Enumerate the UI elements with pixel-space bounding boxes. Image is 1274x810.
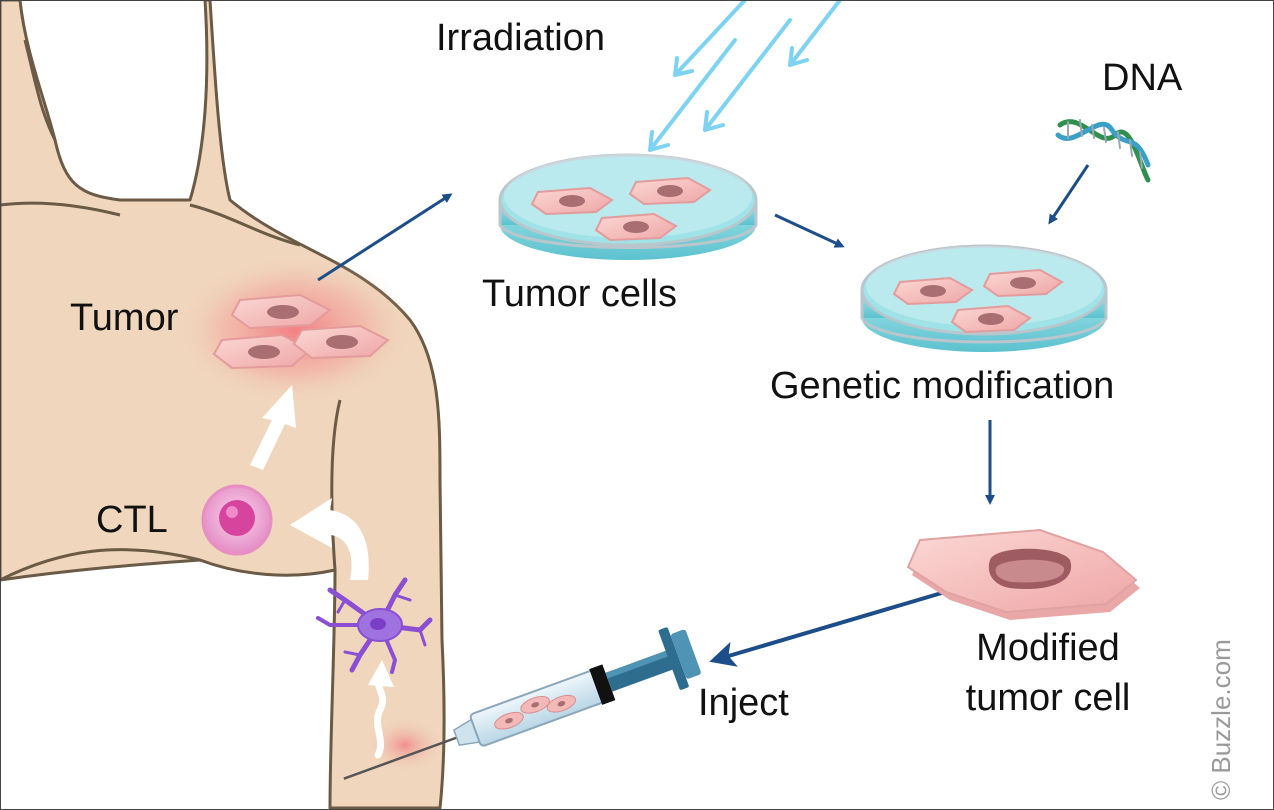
tumor-cell xyxy=(292,324,390,360)
arrow-modified-cell-to-syringe xyxy=(709,590,946,667)
curved-white-arrow xyxy=(290,498,369,580)
chest-line xyxy=(0,548,201,582)
label-tumor: Tumor xyxy=(70,297,179,339)
syringe-plunger-rod xyxy=(605,648,679,692)
collarbone-right xyxy=(189,203,301,247)
modified-tumor-cell xyxy=(906,528,1140,620)
petri-dish-tumor-cells xyxy=(498,153,758,260)
syringe xyxy=(343,627,701,780)
arrow-tumor-to-dish xyxy=(317,193,453,282)
ctl-cell xyxy=(201,484,273,556)
label-modified-tumor-cell: Modified tumor cell xyxy=(918,627,1178,720)
wavy-arrow-head xyxy=(368,660,394,687)
arrow-dish-to-dish xyxy=(774,213,845,248)
label-ctl: CTL xyxy=(96,499,168,541)
flow-arrows xyxy=(317,164,1090,667)
petri-dish-genetic-modification xyxy=(860,244,1108,352)
tumor-cell xyxy=(892,276,974,306)
arrow-dna-to-dish xyxy=(1048,164,1090,225)
tumor-glow xyxy=(175,255,415,405)
label-tumor-cells: Tumor cells xyxy=(482,273,677,315)
label-modified-line2: tumor cell xyxy=(965,676,1131,719)
dendritic-cell xyxy=(316,577,433,674)
white-arrow-ctl-to-tumor xyxy=(250,385,296,470)
tumor-cell xyxy=(982,268,1064,298)
tumor-cell xyxy=(950,304,1032,334)
irradiation-rays xyxy=(648,0,842,152)
syringe-flange xyxy=(658,627,689,690)
label-modified-line1: Modified xyxy=(976,627,1120,669)
syringe-cells xyxy=(494,694,577,730)
tumor-cell-cluster xyxy=(212,293,390,370)
watermark: © Buzzle.com xyxy=(1206,639,1236,800)
tumor-cell xyxy=(212,333,312,370)
label-dna: DNA xyxy=(1102,57,1183,99)
syringe-needle xyxy=(343,736,458,780)
syringe-plunger-seal xyxy=(589,664,616,705)
collarbone-left xyxy=(0,201,121,217)
tumor-cell xyxy=(594,212,678,242)
label-genetic-modification: Genetic modification xyxy=(770,365,1115,407)
tumor-cell xyxy=(230,293,332,330)
neck-line xyxy=(23,39,57,141)
syringe-thumb-rest xyxy=(671,629,701,679)
dna-helix-icon xyxy=(1055,119,1151,183)
injection-site-glow xyxy=(365,717,445,773)
label-inject: Inject xyxy=(698,682,789,724)
tumor-cell xyxy=(530,186,614,216)
label-irradiation: Irradiation xyxy=(436,17,605,59)
tumor-cell xyxy=(628,176,712,206)
armpit-line xyxy=(330,399,342,571)
